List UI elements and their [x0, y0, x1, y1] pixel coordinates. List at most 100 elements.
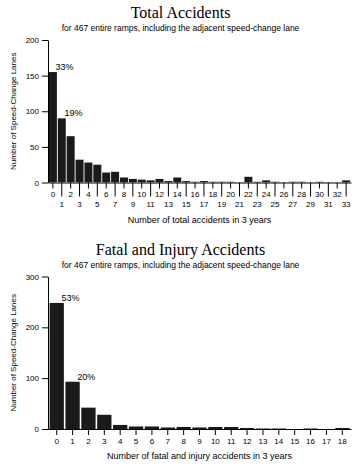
tick-mark — [266, 183, 267, 189]
x-tick: 6 — [104, 183, 109, 200]
bar — [93, 165, 101, 183]
x-tick: 11 — [146, 183, 155, 210]
x-tick: 28 — [297, 183, 306, 200]
tick-mark — [42, 429, 48, 430]
x-tick: 13 — [259, 429, 268, 446]
y-tick: 300 — [26, 273, 48, 282]
x-tick-label: 12 — [155, 190, 164, 199]
y-tick-label: 50 — [30, 143, 39, 152]
x-tick-label: 10 — [211, 437, 220, 446]
tick-mark — [52, 183, 53, 189]
y-tick: 50 — [30, 143, 48, 152]
y-tick-label: 300 — [26, 273, 40, 282]
x-tick-label: 12 — [243, 437, 252, 446]
tick-mark — [319, 183, 320, 189]
x-tick: 5 — [134, 429, 139, 446]
bar — [319, 429, 333, 430]
x-tick-label: 16 — [191, 190, 200, 199]
x-tick: 14 — [173, 183, 182, 200]
tick-mark — [167, 429, 168, 435]
x-axis-label: Number of fatal and injury accidents in … — [107, 451, 293, 461]
bar — [342, 180, 350, 182]
x-tick: 16 — [306, 429, 315, 446]
bar — [111, 172, 119, 183]
x-tick: 3 — [102, 429, 107, 446]
bar — [138, 180, 146, 183]
bar — [164, 181, 172, 182]
annotation: 20% — [77, 372, 95, 382]
bar — [81, 408, 95, 429]
bar — [271, 181, 279, 182]
y-axis-label: Number of Speed-Change Lanes — [9, 294, 18, 411]
x-tick: 17 — [322, 429, 331, 446]
tick-mark — [310, 183, 311, 197]
y-tick: 0 — [35, 425, 48, 434]
x-axis: 0123456789101112131415161718192021222324… — [49, 183, 352, 210]
tick-mark — [239, 183, 240, 197]
tick-mark — [106, 183, 107, 189]
x-tick-label: 11 — [227, 437, 236, 446]
y-tick-label: 200 — [26, 323, 40, 332]
bar — [244, 177, 252, 183]
tick-mark — [212, 183, 213, 189]
x-tick-label: 0 — [54, 437, 59, 446]
x-tick-label: 33 — [342, 200, 351, 209]
tick-mark — [262, 429, 263, 435]
bar — [50, 303, 64, 429]
bar — [161, 427, 175, 429]
tick-mark — [275, 183, 276, 197]
x-tick: 10 — [137, 183, 146, 200]
y-axis: 050100150200 — [26, 36, 49, 188]
y-tick-label: 0 — [35, 179, 40, 188]
x-tick: 18 — [208, 183, 217, 200]
bar — [200, 181, 208, 182]
x-tick-label: 6 — [150, 437, 155, 446]
bar — [303, 428, 317, 429]
bar — [280, 182, 288, 183]
tick-mark — [42, 277, 48, 278]
x-tick-label: 9 — [131, 200, 136, 209]
tick-mark — [79, 183, 80, 197]
bar — [235, 182, 243, 183]
x-tick: 30 — [315, 183, 324, 200]
x-axis-label: Number of total accidents in 3 years — [128, 215, 272, 225]
x-tick-label: 15 — [182, 200, 191, 209]
tick-mark — [56, 429, 57, 435]
x-tick: 9 — [131, 183, 136, 210]
bar — [289, 181, 297, 182]
tick-mark — [183, 429, 184, 435]
axis-line — [48, 41, 49, 184]
title: Fatal and Injury Accidents — [96, 241, 265, 259]
tick-mark — [215, 429, 216, 435]
tick-mark — [294, 429, 295, 435]
bar — [272, 428, 286, 429]
x-tick: 11 — [227, 429, 236, 446]
tick-mark — [97, 183, 98, 197]
x-tick: 4 — [86, 183, 91, 200]
x-tick: 7 — [166, 429, 171, 446]
bar — [84, 163, 92, 183]
bar — [256, 428, 270, 429]
x-tick-label: 3 — [77, 200, 82, 209]
x-tick: 22 — [244, 183, 253, 200]
tick-mark — [132, 183, 133, 197]
y-tick: 150 — [26, 72, 48, 81]
axis-line — [48, 277, 49, 430]
x-tick-label: 13 — [164, 200, 173, 209]
x-tick-label: 17 — [199, 200, 208, 209]
tick-mark — [301, 183, 302, 189]
tick-mark — [199, 429, 200, 435]
x-tick-label: 18 — [208, 190, 217, 199]
tick-mark — [42, 183, 48, 184]
tick-mark — [221, 183, 222, 197]
bar — [191, 181, 199, 182]
tick-mark — [248, 183, 249, 189]
bar — [129, 179, 137, 183]
tick-mark — [168, 183, 169, 197]
tick-mark — [141, 183, 142, 189]
x-tick: 6 — [150, 429, 155, 446]
x-tick-label: 1 — [70, 437, 75, 446]
tick-mark — [186, 183, 187, 197]
tick-mark — [159, 183, 160, 189]
x-tick: 16 — [191, 183, 200, 200]
